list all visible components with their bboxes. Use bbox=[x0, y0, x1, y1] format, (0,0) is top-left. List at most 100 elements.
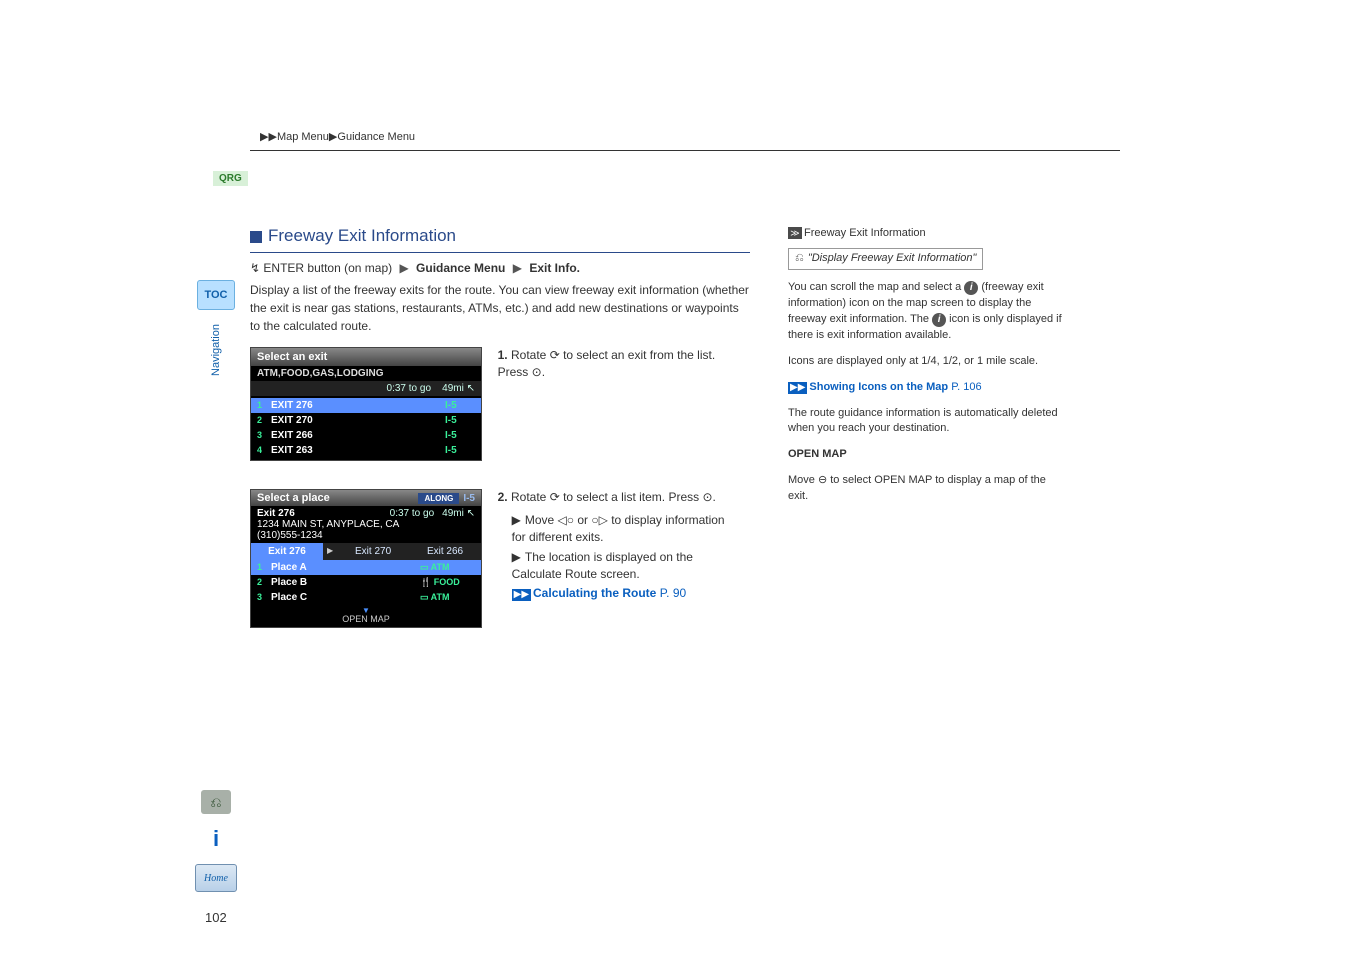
screenshot-select-exit: Select an exit ATM,FOOD,GAS,LODGING 0:37… bbox=[250, 347, 482, 461]
tab-exit[interactable]: Exit 266 bbox=[409, 543, 481, 560]
voice-command-icon: ⎌ bbox=[795, 252, 804, 264]
phone-line: (310)555-1234 bbox=[257, 530, 475, 541]
list-item[interactable]: 1 EXIT 276 I-5 bbox=[251, 398, 481, 413]
list-item-num: 2 bbox=[257, 415, 271, 426]
sidebar-paragraph: You can scroll the map and select a i (f… bbox=[788, 280, 1068, 344]
intro-paragraph: Display a list of the freeway exits for … bbox=[250, 281, 750, 335]
step-text: or bbox=[577, 513, 588, 527]
nav-step: ENTER button (on map) bbox=[263, 261, 392, 275]
qrg-tag: QRG bbox=[213, 171, 248, 186]
sidebar-chevron-icon: ≫ bbox=[788, 227, 802, 239]
screenshot-header-row: 0:37 to go 49mi ↖ bbox=[251, 381, 481, 396]
list-item-category: ▭ ATM bbox=[420, 562, 475, 573]
screenshot-title: Select a place bbox=[257, 492, 418, 504]
list-item[interactable]: 2 EXIT 270 I-5 bbox=[251, 413, 481, 428]
list-item-label: Place B bbox=[271, 577, 420, 588]
list-item-label: EXIT 270 bbox=[271, 415, 445, 426]
list-item-road: I-5 bbox=[445, 430, 475, 441]
link-page: P. 106 bbox=[951, 381, 981, 393]
list-item-category: 🍴 FOOD bbox=[420, 577, 475, 588]
step-1: 1. Rotate ⟳ to select an exit from the l… bbox=[498, 347, 738, 387]
list-item[interactable]: 3 EXIT 266 I-5 bbox=[251, 428, 481, 443]
open-map-button[interactable]: OPEN MAP bbox=[251, 605, 481, 627]
exit-label: Exit 276 bbox=[257, 508, 295, 519]
link-arrows-icon: ▶▶ bbox=[788, 382, 807, 394]
cross-ref-link[interactable]: Showing Icons on the Map bbox=[809, 381, 948, 393]
list-item-road: I-5 bbox=[445, 445, 475, 456]
screenshot-info-block: Exit 276 49mi ↖ 0:37 to go 1234 MAIN ST,… bbox=[251, 506, 481, 543]
sidebar-title: ≫Freeway Exit Information bbox=[788, 226, 1068, 242]
nav-step: Exit Info. bbox=[529, 261, 580, 275]
nav-path: ↯ ENTER button (on map) ▶ Guidance Menu … bbox=[250, 261, 750, 275]
list-item-label: Place C bbox=[271, 592, 420, 603]
main-content: Freeway Exit Information ↯ ENTER button … bbox=[250, 226, 750, 628]
move-dial-icon: ⊖ bbox=[818, 474, 827, 486]
tab-exit[interactable]: Exit 276 bbox=[251, 543, 323, 560]
rotate-dial-icon: ⟳ bbox=[550, 490, 560, 504]
list-item-label: EXIT 266 bbox=[271, 430, 445, 441]
tab-exit[interactable]: Exit 270 bbox=[337, 543, 409, 560]
step-text: Rotate bbox=[511, 490, 546, 504]
list-item-label: EXIT 276 bbox=[271, 400, 445, 411]
home-button[interactable]: Home bbox=[195, 864, 237, 892]
breadcrumb-item: Guidance Menu bbox=[337, 131, 415, 143]
distance: 49mi ↖ bbox=[442, 508, 475, 519]
move-right-icon: ○▷ bbox=[591, 513, 607, 527]
step-text: The location is displayed on the Calcula… bbox=[512, 550, 693, 581]
list-item-num: 2 bbox=[257, 577, 271, 588]
time-to-go: 0:37 to go bbox=[387, 383, 431, 394]
step-number: 2. bbox=[498, 490, 508, 504]
list-item-label: EXIT 263 bbox=[271, 445, 445, 456]
list-item-label: Place A bbox=[271, 562, 420, 573]
page-number: 102 bbox=[205, 910, 227, 925]
sidebar-paragraph: Move ⊖ to select OPEN MAP to display a m… bbox=[788, 473, 1068, 505]
sidebar-subhead: OPEN MAP bbox=[788, 447, 1068, 463]
step-number: 1. bbox=[498, 348, 508, 362]
screenshot-select-place: Select a place ALONG I-5 Exit 276 49mi ↖… bbox=[250, 489, 482, 628]
section-title-text: Freeway Exit Information bbox=[268, 226, 456, 245]
list-item[interactable]: 2 Place B 🍴 FOOD bbox=[251, 575, 481, 590]
link-page: P. 90 bbox=[660, 586, 686, 600]
list-item[interactable]: 3 Place C ▭ ATM bbox=[251, 590, 481, 605]
section-title: Freeway Exit Information bbox=[250, 226, 750, 246]
screenshot-title: Select an exit bbox=[251, 348, 481, 366]
left-icon-column: TOC Navigation bbox=[195, 280, 237, 376]
cross-ref-link[interactable]: Calculating the Route bbox=[533, 586, 656, 600]
nav-tri-icon: ▶ bbox=[399, 261, 408, 275]
voice-command-icon[interactable]: ⎌ bbox=[201, 790, 231, 814]
info-icon[interactable]: i bbox=[201, 824, 231, 854]
toc-button[interactable]: TOC bbox=[197, 280, 235, 310]
sidebar-paragraph: The route guidance information is automa… bbox=[788, 406, 1068, 438]
sidebar: ≫Freeway Exit Information ⎌ "Display Free… bbox=[788, 226, 1068, 515]
press-dial-icon: ⊙ bbox=[702, 490, 712, 504]
bullet-tri-icon: ▶ bbox=[512, 513, 521, 527]
list-item-road: I-5 bbox=[445, 400, 475, 411]
exit-tabs: Exit 276 ▶ Exit 270 Exit 266 bbox=[251, 543, 481, 560]
bullet-tri-icon: ▶ bbox=[512, 550, 521, 564]
places-list: 1 Place A ▭ ATM 2 Place B 🍴 FOOD 3 Place… bbox=[251, 560, 481, 605]
along-badge: ALONG bbox=[418, 493, 459, 504]
voice-command-text: "Display Freeway Exit Information" bbox=[808, 252, 977, 264]
along-route: I-5 bbox=[463, 493, 475, 504]
info-circle-icon: i bbox=[932, 313, 946, 327]
step-2: 2. Rotate ⟳ to select a list item. Press… bbox=[498, 489, 738, 602]
list-item[interactable]: 1 Place A ▭ ATM bbox=[251, 560, 481, 575]
sidebar-paragraph: Icons are displayed only at 1/4, 1/2, or… bbox=[788, 354, 1068, 370]
list-item-num: 4 bbox=[257, 445, 271, 456]
enter-button-icon: ↯ bbox=[250, 261, 260, 275]
sidebar-link-row: ▶▶Showing Icons on the Map P. 106 bbox=[788, 380, 1068, 396]
link-arrows-icon: ▶▶ bbox=[512, 589, 531, 601]
breadcrumb: ▶▶Map Menu▶Guidance Menu bbox=[260, 130, 415, 143]
list-item[interactable]: 4 EXIT 263 I-5 bbox=[251, 443, 481, 458]
tab-tri-icon: ▶ bbox=[323, 543, 337, 560]
step-text: Move bbox=[525, 513, 554, 527]
breadcrumb-item: Map Menu bbox=[277, 131, 329, 143]
list-item-road: I-5 bbox=[445, 415, 475, 426]
sidebar-title-text: Freeway Exit Information bbox=[804, 227, 926, 239]
info-circle-icon: i bbox=[964, 281, 978, 295]
screenshot-subtitle: ATM,FOOD,GAS,LODGING bbox=[251, 366, 481, 381]
distance: 49mi bbox=[442, 383, 464, 394]
exit-list: 1 EXIT 276 I-5 2 EXIT 270 I-5 3 EXIT 266… bbox=[251, 396, 481, 460]
step-text: Rotate bbox=[511, 348, 546, 362]
section-title-box: Freeway Exit Information bbox=[250, 226, 750, 253]
